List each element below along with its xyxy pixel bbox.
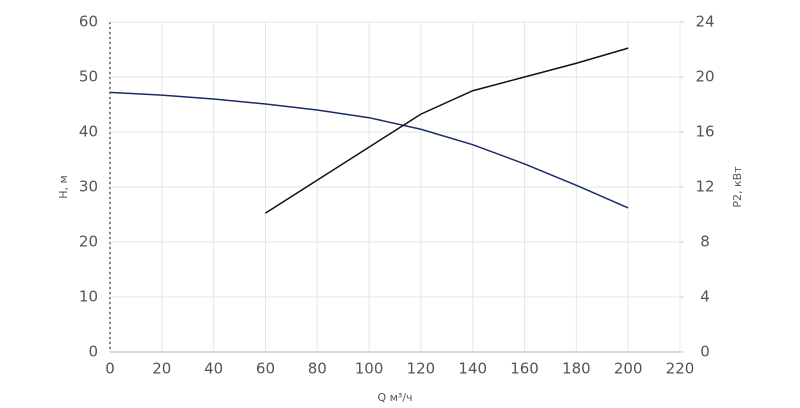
y-tick-label: 30: [79, 178, 98, 196]
x-tick-label: 0: [105, 360, 115, 378]
y2-tick-label: 8: [700, 233, 710, 251]
x-tick-label: 120: [407, 360, 436, 378]
x-tick-label: 220: [666, 360, 695, 378]
y2-tick-label: 0: [700, 343, 710, 361]
y2-axis-label: P2, кВт: [731, 166, 744, 208]
x-tick-label: 20: [152, 360, 171, 378]
y-tick-label: 10: [79, 288, 98, 306]
x-tick-label: 80: [308, 360, 327, 378]
x-tick-label: 40: [204, 360, 223, 378]
x-tick-label: 100: [355, 360, 384, 378]
y2-tick-label: 24: [695, 13, 714, 31]
x-tick-label: 160: [510, 360, 539, 378]
y-tick-label: 40: [79, 123, 98, 141]
y-tick-label: 50: [79, 68, 98, 86]
y-tick-label: 60: [79, 13, 98, 31]
y2-tick-label: 16: [695, 123, 714, 141]
y2-tick-label: 12: [695, 178, 714, 196]
y-tick-label: 0: [88, 343, 98, 361]
x-tick-label: 180: [562, 360, 591, 378]
line-series: [109, 91, 629, 209]
y2-tick-label: 20: [695, 68, 714, 86]
y-tick-label: 20: [79, 233, 98, 251]
x-axis-label: Q м³/ч: [377, 391, 412, 404]
x-tick-label: 60: [256, 360, 275, 378]
x-tick-label: 200: [614, 360, 643, 378]
line-series: [265, 47, 629, 214]
x-tick-label: 140: [458, 360, 487, 378]
y-axis-label: H, м: [57, 175, 70, 199]
y2-tick-label: 4: [700, 288, 710, 306]
